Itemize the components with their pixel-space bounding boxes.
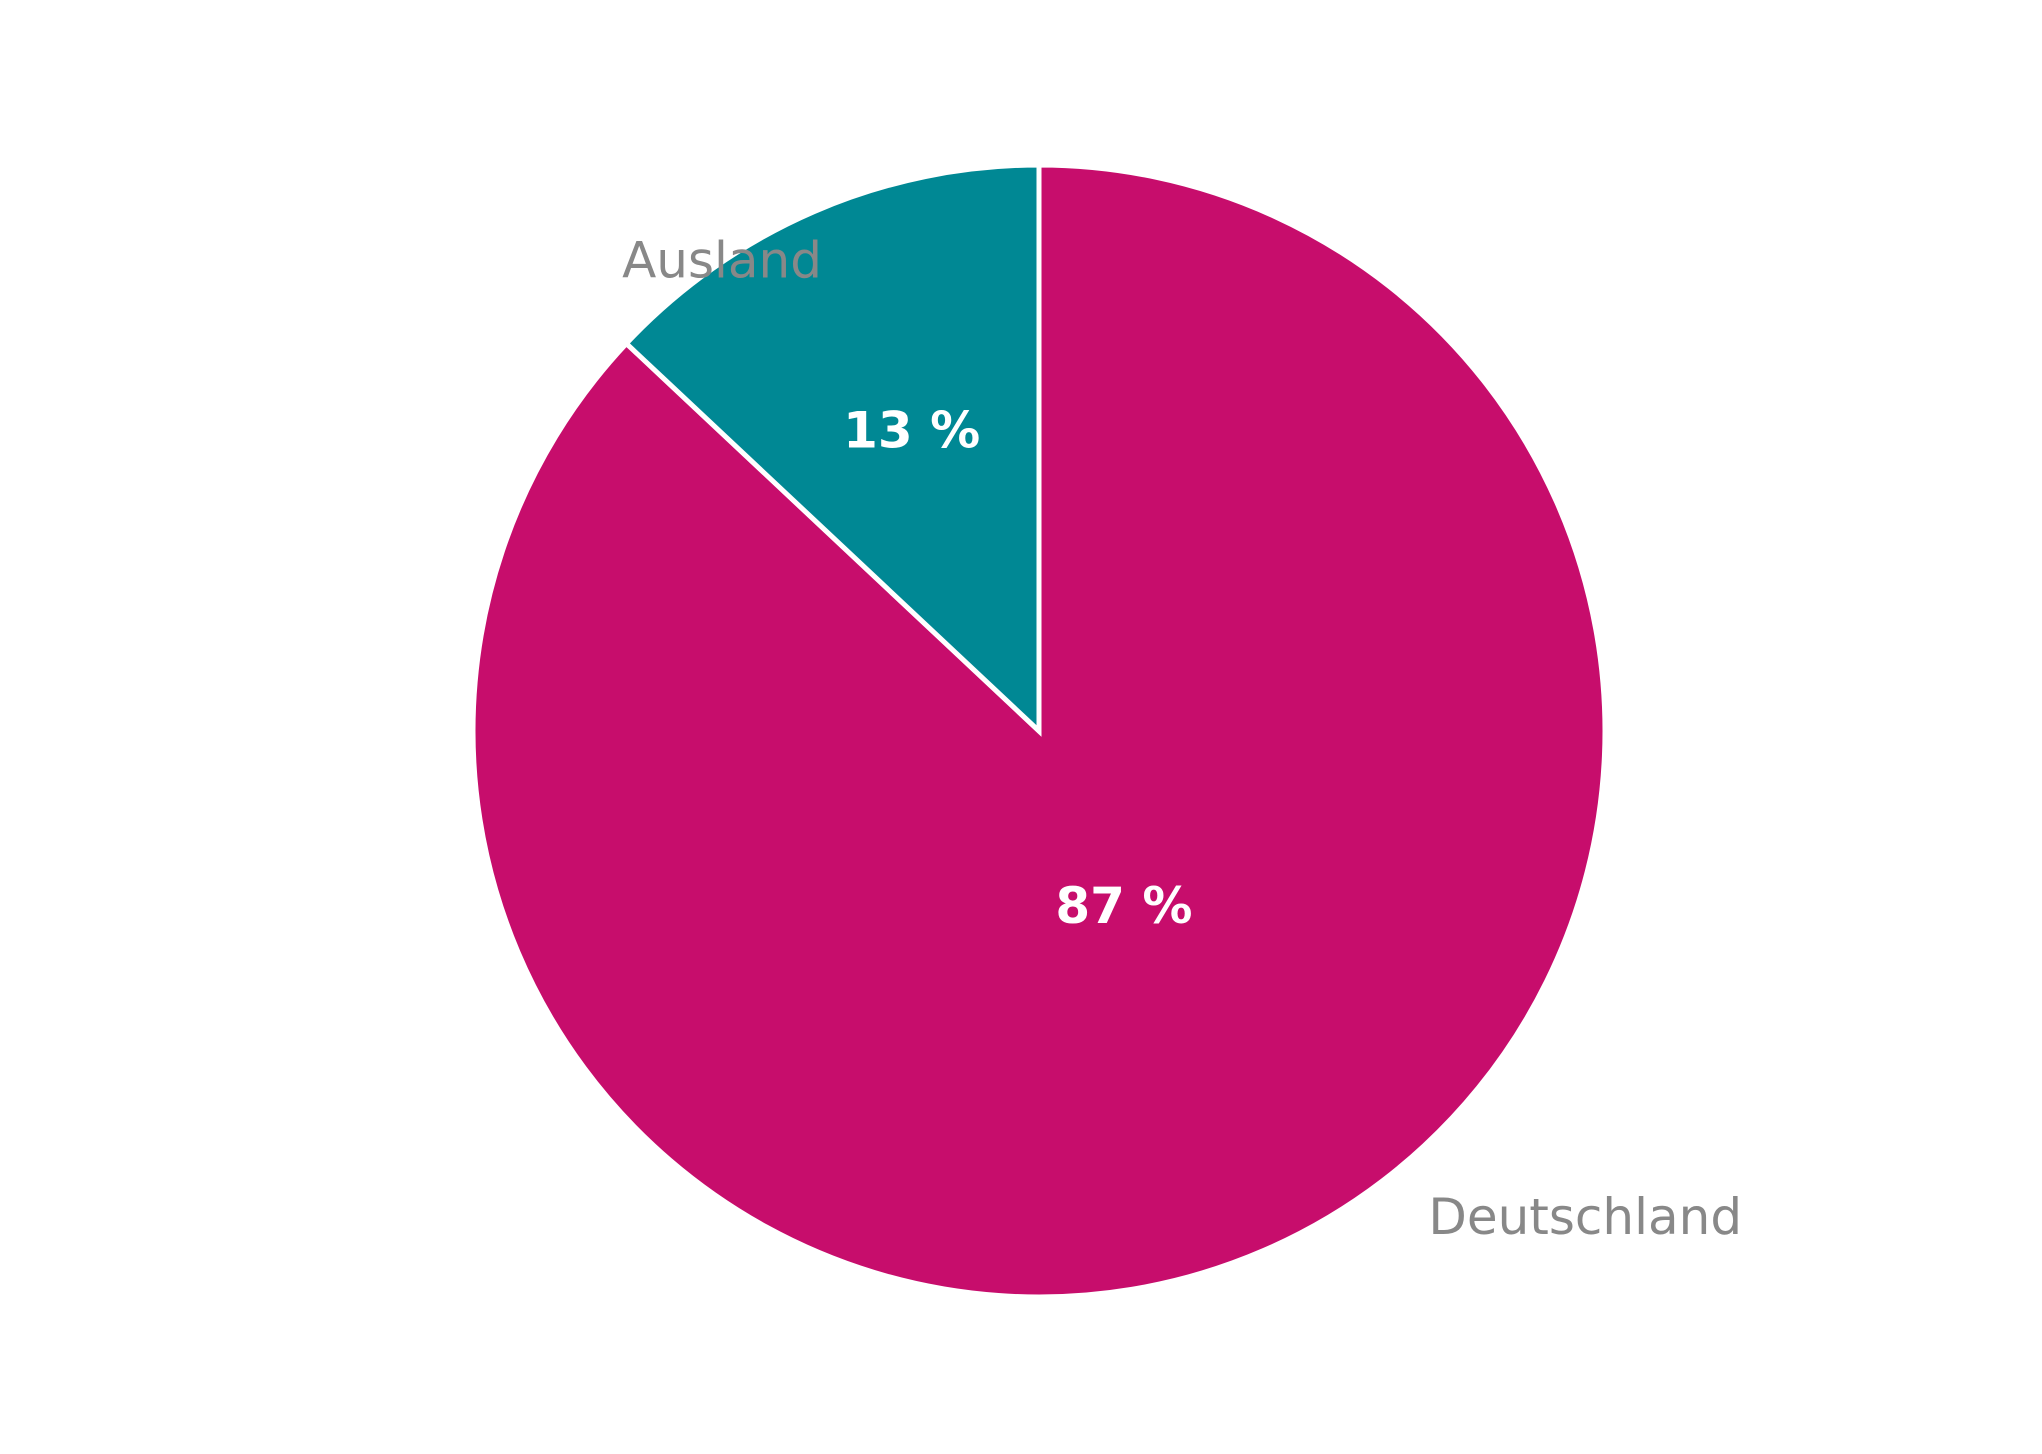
slice-value-label: 87 % xyxy=(1055,877,1192,935)
slice-category-label: Deutschland xyxy=(1428,1188,1742,1246)
slice-value-label: 13 % xyxy=(843,401,980,459)
pie-slice xyxy=(622,162,1042,737)
slice-category-label: Ausland xyxy=(622,232,822,290)
